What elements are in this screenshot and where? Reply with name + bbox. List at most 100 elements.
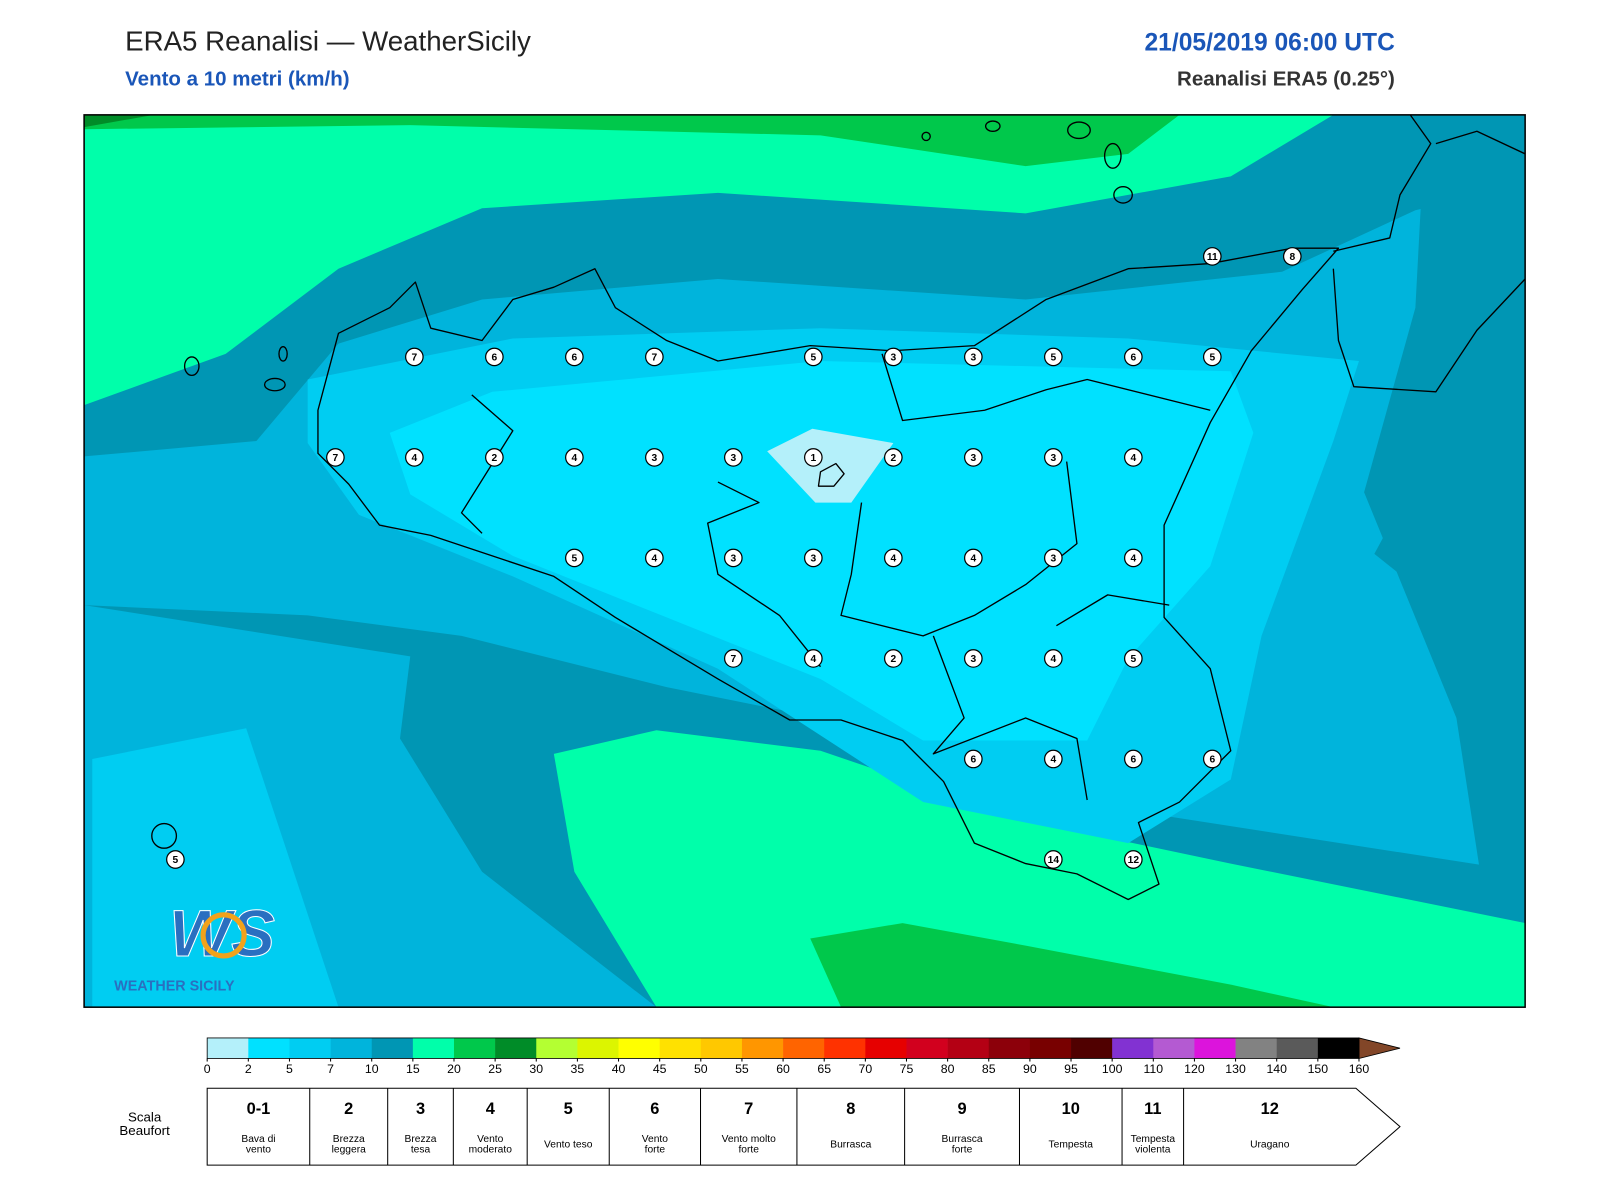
colorbar-segment <box>741 1037 784 1059</box>
station-marker <box>1124 448 1143 467</box>
station-value: 14 <box>1048 855 1060 866</box>
station-marker <box>803 548 823 568</box>
station-marker <box>1044 448 1063 467</box>
colorbar-segment <box>1153 1037 1195 1059</box>
station-marker <box>1202 347 1222 367</box>
colorbar-segment <box>495 1037 537 1059</box>
scale-outline <box>206 1087 1401 1166</box>
province-border <box>1056 594 1170 627</box>
colorbar-segment <box>577 1037 619 1059</box>
island <box>183 356 200 377</box>
logo-name: WEATHER SICILY <box>114 978 235 994</box>
logo-sun <box>200 912 247 959</box>
colorbar-segment <box>412 1037 455 1059</box>
colorbar-tick-label: 45 <box>653 1062 667 1076</box>
beaufort-desc: Vento molto <box>722 1134 776 1145</box>
colorbar-tick-label: 15 <box>406 1062 420 1076</box>
colorbar-tick-label: 40 <box>612 1062 626 1076</box>
station-marker <box>963 548 983 568</box>
province-border <box>881 353 1211 422</box>
beaufort-desc: Brezza <box>333 1134 365 1145</box>
wind-area <box>84 114 1180 167</box>
station-marker <box>565 347 584 367</box>
station-value: 2 <box>890 654 896 665</box>
station-marker <box>1044 749 1063 769</box>
beaufort-desc: tesa <box>411 1144 431 1155</box>
station-marker <box>1124 749 1143 769</box>
subtitle: Vento a 10 metri (km/h) <box>125 67 349 90</box>
beaufort-force: 2 <box>344 1100 353 1118</box>
beaufort-desc: leggera <box>332 1144 366 1155</box>
colorbar-tick-label: 130 <box>1225 1062 1246 1076</box>
station-marker <box>166 850 185 869</box>
beaufort-desc: vento <box>246 1144 271 1155</box>
station-marker <box>723 448 743 467</box>
colorbar-segment <box>1071 1037 1113 1059</box>
stations: 11 87 6 6 7 5 3 3 5 6 57 4 2 4 3 3 1 2 3 3 45 4 3 3 4 4 3 47 4 2 3 4 56 4… <box>166 247 1302 869</box>
beaufort-desc: forte <box>952 1144 973 1155</box>
station-marker <box>645 548 664 568</box>
station-marker <box>883 448 903 467</box>
station-marker <box>405 448 424 467</box>
colorbar-segment <box>906 1037 948 1059</box>
coastline <box>1333 114 1432 252</box>
colorbar-tick-label: 80 <box>941 1062 955 1076</box>
colorbar-segment <box>1029 1037 1072 1059</box>
station-value: 7 <box>730 654 736 665</box>
station-value: 3 <box>970 654 976 665</box>
station-value: 3 <box>810 554 816 565</box>
station-marker <box>883 347 903 367</box>
colorbar: 0 2 5 7 10 15 20 25 30 35 40 45 50 55 60 65 70 75 80 85 90 95… <box>204 1037 1401 1076</box>
wind-area <box>389 361 1254 741</box>
station-value: 7 <box>652 353 658 364</box>
colorbar-tick-label: 95 <box>1064 1062 1078 1076</box>
station-value: 2 <box>890 453 896 464</box>
station-value: 8 <box>1289 252 1295 263</box>
beaufort-desc: Vento <box>642 1134 669 1145</box>
station-marker <box>1202 749 1222 769</box>
colorbar-tick-label: 30 <box>529 1062 543 1076</box>
island <box>1067 121 1091 140</box>
beaufort-force: 4 <box>486 1100 496 1118</box>
colorbar-tick-label: 50 <box>694 1062 708 1076</box>
beaufort-desc: Brezza <box>405 1134 437 1145</box>
colorbar-tick-label: 75 <box>900 1062 914 1076</box>
coastline <box>317 247 1340 901</box>
beaufort-desc: Uragano <box>1250 1139 1290 1150</box>
colorbar-tick-label: 160 <box>1349 1062 1370 1076</box>
colorbar-segment <box>1235 1037 1278 1059</box>
logo-mark: WS <box>169 897 275 970</box>
station-value: 11 <box>1207 252 1218 263</box>
wind-area <box>810 923 1334 1008</box>
island <box>1103 142 1122 169</box>
station-value: 3 <box>730 453 736 464</box>
beaufort-desc: Vento <box>477 1134 504 1145</box>
colorbar-tick-label: 5 <box>286 1062 293 1076</box>
colorbar-arrow <box>1358 1037 1401 1059</box>
station-marker <box>565 448 584 467</box>
colorbar-segment <box>824 1037 866 1059</box>
station-value: 12 <box>1128 855 1140 866</box>
station-marker <box>1044 347 1063 367</box>
beaufort-force: 11 <box>1144 1100 1161 1118</box>
coastline <box>1332 268 1526 393</box>
colorbar-tick-label: 35 <box>571 1062 585 1076</box>
station-value: 3 <box>1050 554 1056 565</box>
colorbar-segment <box>536 1037 578 1059</box>
province-border <box>460 394 514 534</box>
station-value: 5 <box>1050 353 1056 364</box>
wind-area <box>84 114 1334 406</box>
colorbar-tick-label: 20 <box>447 1062 461 1076</box>
station-marker <box>1044 850 1063 869</box>
station-value: 4 <box>810 654 816 665</box>
station-value: 6 <box>1130 755 1136 766</box>
beaufort-force: 0-1 <box>247 1100 271 1118</box>
beaufort-force: 12 <box>1261 1100 1279 1118</box>
beaufort-force: 6 <box>650 1100 659 1118</box>
station-value: 4 <box>890 554 896 565</box>
province-border <box>707 481 822 668</box>
colorbar-segment <box>1276 1037 1319 1059</box>
wind-area <box>767 428 894 503</box>
station-value: 6 <box>1209 755 1215 766</box>
